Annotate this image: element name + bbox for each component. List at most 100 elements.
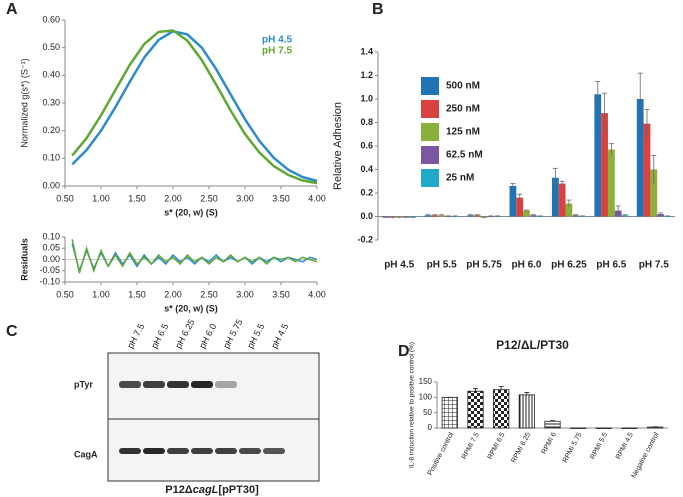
bar (594, 94, 602, 217)
x-tick-label: 0.50 (56, 289, 74, 299)
y-tick-label: 100 (419, 392, 433, 401)
y-tick-label: 0.00 (42, 254, 60, 264)
bar (636, 99, 644, 217)
panel-letter: B (372, 1, 384, 18)
y-tick-label: 0 (428, 423, 433, 432)
y-tick-label: 0.20 (42, 125, 60, 135)
blot-band (191, 448, 213, 454)
legend-label: 250 nM (446, 104, 480, 115)
x-tick-label: Negative control (631, 431, 661, 479)
x-tick-label: 3.00 (236, 289, 254, 299)
bar (558, 183, 566, 217)
legend-swatch (421, 169, 439, 187)
panel-letter: A (6, 1, 18, 18)
series-line (71, 29, 318, 185)
blot-band (167, 381, 189, 388)
x-axis-label: s* (20, w) (S) (164, 207, 218, 217)
lane-label: pH 5.75 (221, 318, 245, 351)
blot-band (191, 381, 213, 388)
y-tick-label: 1.4 (360, 46, 373, 56)
y-tick-label: 0.0 (360, 211, 373, 221)
y-tick-label: -0.05 (39, 265, 60, 275)
x-tick-label: RPMI 7.5 (461, 431, 481, 460)
y-axis-label: Normalized g(s*) (S⁻¹) (19, 58, 29, 147)
series-line (71, 243, 318, 274)
x-tick-label: 1.50 (128, 193, 146, 203)
lane-label: pH 6.25 (173, 318, 197, 351)
blot-band (143, 448, 165, 454)
x-tick-label: 2.50 (200, 289, 218, 299)
bar (551, 177, 559, 217)
legend-swatch (421, 146, 439, 164)
bar (601, 113, 608, 217)
y-tick-label: 0.8 (360, 117, 373, 127)
y-tick-label: 0.30 (42, 97, 60, 107)
x-tick-label: pH 4.5 (384, 260, 414, 271)
bar (643, 123, 651, 217)
legend-label: pH 4.5 (262, 35, 292, 46)
legend-label: pH 7.5 (262, 46, 292, 57)
caption-part: [pPT30] (218, 484, 259, 496)
x-tick-label: pH 7.5 (639, 260, 669, 271)
blot-frame (107, 352, 320, 482)
x-tick-label: 2.00 (164, 289, 182, 299)
x-tick-label: 4.00 (308, 193, 326, 203)
x-tick-label: RPMI 6.25 (511, 431, 533, 464)
caption-part: P12Δ (165, 484, 193, 496)
y-tick-label: 0.60 (42, 14, 60, 24)
bar (509, 185, 517, 217)
y-tick-label: 0.10 (42, 231, 60, 241)
x-tick-label: 3.50 (272, 289, 290, 299)
bar (607, 149, 615, 217)
x-tick-label: RPMI 5.5 (589, 431, 609, 460)
x-tick-label: 1.50 (128, 289, 146, 299)
y-axis-label: IL-8 induction relative to positive cont… (409, 342, 416, 468)
bar (544, 420, 561, 429)
y-axis-label: Relative Adhesion (332, 102, 344, 190)
y-axis-label: Residuals (19, 238, 29, 281)
y-tick-label: 0.6 (360, 140, 373, 150)
bar (516, 197, 524, 217)
x-tick-label: 1.00 (92, 193, 110, 203)
y-tick-label: -0.2 (357, 234, 373, 244)
y-tick-label: 0.10 (42, 153, 60, 163)
blot-band (167, 448, 189, 454)
x-tick-label: 2.00 (164, 193, 182, 203)
series-line (71, 29, 318, 183)
y-tick-label: 0.05 (42, 243, 60, 253)
bar (523, 210, 530, 217)
chart-title: P12/ΔL/PT30 (496, 338, 569, 352)
panel-letter: D (398, 343, 410, 360)
blot-caption: P12ΔcagL[pPT30] (165, 484, 259, 496)
x-tick-label: pH 6.25 (551, 260, 587, 271)
blot-band (143, 381, 165, 388)
bar (493, 389, 510, 429)
blot-band (215, 448, 237, 454)
y-tick-label: 50 (423, 408, 432, 417)
y-tick-label: -0.10 (39, 276, 60, 286)
x-tick-label: pH 5.5 (427, 260, 457, 271)
lane-label: pH 6.5 (149, 322, 170, 350)
series-line (71, 239, 318, 274)
legend-label: 25 nM (446, 173, 474, 184)
y-tick-label: 0.2 (360, 187, 373, 197)
y-tick-label: 1.0 (360, 93, 373, 103)
x-tick-label: 3.00 (236, 193, 254, 203)
blot-band (263, 448, 285, 454)
legend-swatch (421, 100, 439, 118)
blot-row-label: pTyr (74, 379, 93, 389)
legend-label: 62.5 nM (446, 150, 483, 161)
bar (441, 396, 458, 429)
y-tick-label: 1.2 (360, 70, 373, 80)
x-tick-label: pH 5.75 (466, 260, 502, 271)
x-tick-label: RPMI 6 (541, 431, 558, 455)
legend-swatch (421, 77, 439, 95)
y-tick-label: 0.50 (42, 42, 60, 52)
y-tick-label: 0.4 (360, 164, 373, 174)
legend-label: 125 nM (446, 127, 480, 138)
lane-label: pH 5.5 (245, 322, 266, 350)
x-axis-label: s* (20, w) (S) (164, 303, 218, 313)
blot-band (239, 448, 261, 454)
legend-swatch (421, 123, 439, 141)
